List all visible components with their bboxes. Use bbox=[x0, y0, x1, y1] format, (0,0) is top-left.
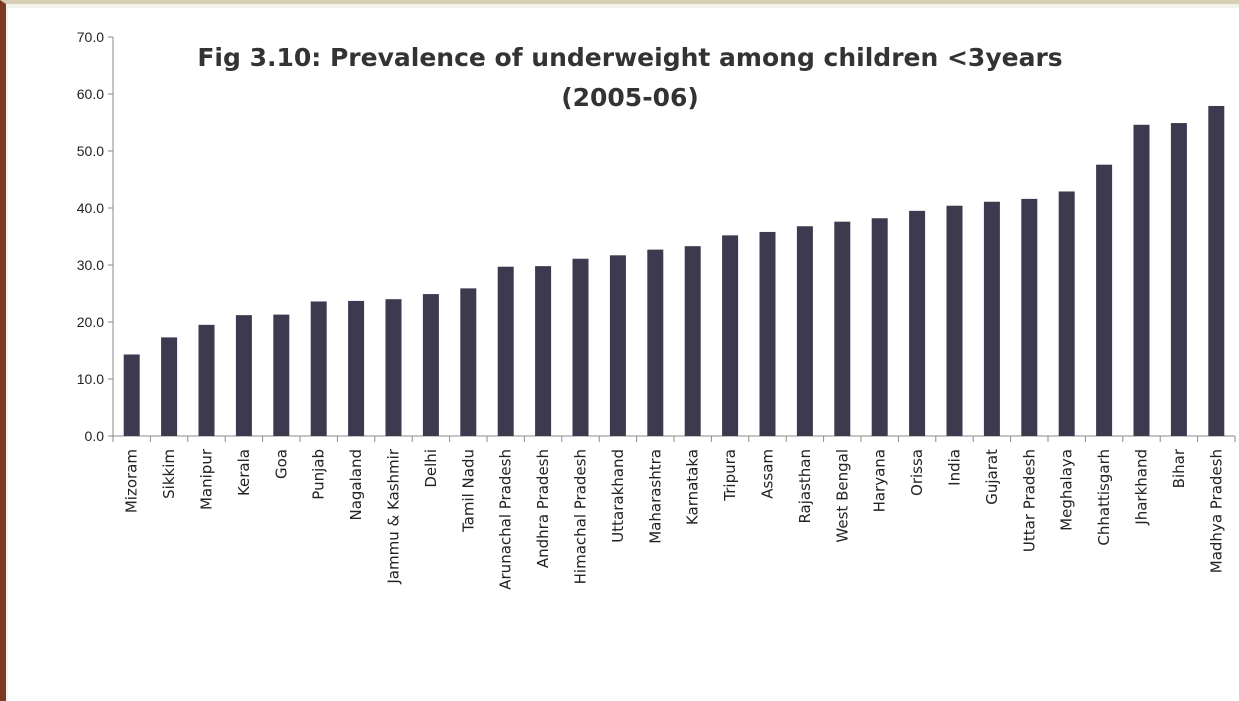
x-tick-label: Maharashtra bbox=[646, 449, 664, 544]
x-tick-label: Mizoram bbox=[123, 449, 141, 513]
bar bbox=[1021, 198, 1038, 436]
x-tick-label: Manipur bbox=[198, 448, 216, 510]
y-tick-label: 50.0 bbox=[77, 143, 104, 159]
bar bbox=[722, 235, 739, 436]
bar bbox=[497, 266, 514, 436]
x-tick-label: Rajasthan bbox=[796, 449, 814, 524]
bar bbox=[310, 301, 327, 436]
x-tick-label: Madhya Pradesh bbox=[1207, 449, 1225, 573]
x-tick-label: Arunachal Pradesh bbox=[497, 449, 515, 590]
x-tick-label: Gujarat bbox=[983, 449, 1001, 505]
y-tick-label: 70.0 bbox=[77, 29, 104, 45]
x-tick-label: Jammu & Kashmir bbox=[385, 448, 403, 584]
x-tick-label: Andhra Pradesh bbox=[534, 449, 552, 568]
bar bbox=[572, 258, 589, 436]
x-tick-label: Kerala bbox=[235, 449, 253, 496]
x-tick-label: Jharkhand bbox=[1133, 449, 1151, 526]
x-tick-label: Delhi bbox=[422, 449, 440, 488]
x-tick-label: Chhattisgarh bbox=[1095, 449, 1113, 546]
bar bbox=[422, 294, 439, 436]
y-tick-label: 20.0 bbox=[77, 314, 104, 330]
x-tick-label: West Bengal bbox=[833, 449, 851, 543]
bar bbox=[834, 221, 851, 436]
x-tick-label: Sikkim bbox=[160, 449, 178, 499]
x-tick-label: Nagaland bbox=[347, 449, 365, 521]
bar bbox=[983, 201, 1000, 436]
bar bbox=[909, 210, 926, 436]
y-tick-labels: 0.0 10.0 20.0 30.0 40.0 50.0 60.0 70.0 bbox=[77, 29, 104, 444]
y-tick-label: 60.0 bbox=[77, 86, 104, 102]
bar bbox=[235, 315, 252, 436]
bar bbox=[1058, 191, 1075, 436]
x-tick-label: Goa bbox=[272, 449, 290, 479]
bar bbox=[946, 205, 963, 436]
y-tick-label: 40.0 bbox=[77, 200, 104, 216]
chart-title-line1: Fig 3.10: Prevalence of underweight amon… bbox=[197, 43, 1062, 72]
x-tick-label: Orissa bbox=[908, 449, 926, 496]
bar bbox=[161, 337, 178, 436]
x-tick-label: Punjab bbox=[310, 449, 328, 500]
bar bbox=[535, 266, 552, 436]
x-tick-label: Uttarakhand bbox=[609, 449, 627, 543]
bar bbox=[1170, 123, 1187, 436]
y-tick-label: 0.0 bbox=[85, 428, 105, 444]
bar bbox=[647, 249, 664, 436]
x-tick-label: Meghalaya bbox=[1058, 449, 1076, 531]
x-tick-label: Bihar bbox=[1170, 448, 1188, 488]
x-tick-label: Tripura bbox=[721, 449, 739, 502]
bar bbox=[198, 324, 215, 436]
axes bbox=[108, 36, 1236, 442]
bar bbox=[123, 354, 140, 436]
x-tick-label: India bbox=[946, 449, 964, 486]
bar bbox=[871, 218, 888, 436]
x-tick-label: Karnataka bbox=[684, 449, 702, 525]
x-tick-label: Assam bbox=[759, 449, 777, 499]
bar bbox=[609, 255, 626, 436]
bar bbox=[348, 300, 365, 436]
bar bbox=[1096, 164, 1113, 436]
x-tick-labels: Mizoram Sikkim Manipur Kerala Goa Punjab Nagal… bbox=[123, 448, 1226, 590]
bar bbox=[1208, 105, 1225, 436]
x-tick-label: Haryana bbox=[871, 449, 889, 512]
y-tick-label: 10.0 bbox=[77, 371, 104, 387]
x-tick-label: Himachal Pradesh bbox=[572, 449, 590, 584]
chart-title-line2: (2005-06) bbox=[561, 83, 699, 112]
x-tick-label: Tamil Nadu bbox=[459, 449, 477, 533]
bar bbox=[796, 226, 813, 436]
y-tick-label: 30.0 bbox=[77, 257, 104, 273]
bar bbox=[684, 246, 701, 436]
bars bbox=[123, 105, 1225, 436]
bar bbox=[1133, 124, 1150, 436]
bar bbox=[273, 314, 290, 436]
x-tick-label: Uttar Pradesh bbox=[1020, 449, 1038, 552]
bar bbox=[759, 231, 776, 436]
bar bbox=[460, 288, 477, 436]
bar bbox=[385, 299, 402, 436]
